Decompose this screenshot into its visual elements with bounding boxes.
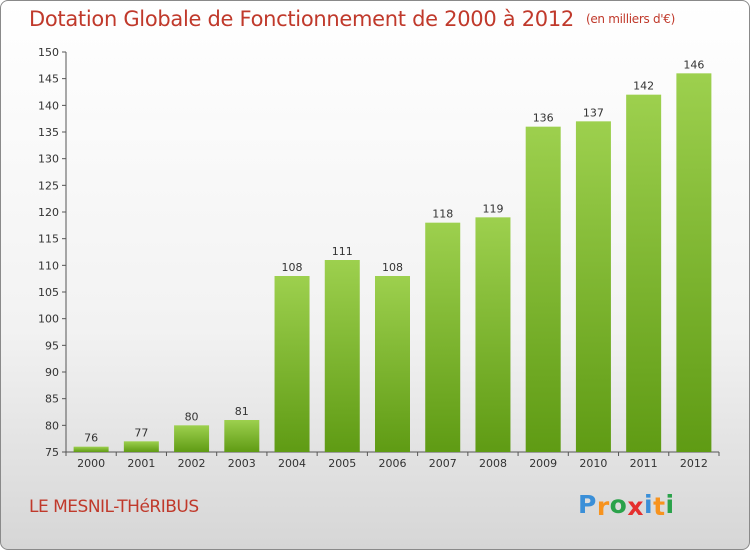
logo-letter: o <box>609 490 628 519</box>
bar-2002 <box>174 425 210 452</box>
x-tick-label-2000: 2000 <box>77 457 105 470</box>
y-tick-label: 75 <box>45 446 59 459</box>
x-tick-label-2009: 2009 <box>529 457 557 470</box>
value-label-2003: 81 <box>235 405 249 418</box>
y-tick-label: 135 <box>38 126 59 139</box>
y-tick-label: 150 <box>38 46 59 59</box>
logo-letter: t <box>653 492 666 521</box>
bar-2005 <box>324 260 360 452</box>
bar-2009 <box>525 126 561 453</box>
bar-2012 <box>676 73 712 452</box>
bar-2000 <box>73 446 109 452</box>
y-tick-label: 145 <box>38 73 59 86</box>
logo-letter: r <box>596 492 610 521</box>
bar-2001 <box>123 441 159 452</box>
y-tick-label: 90 <box>45 366 59 379</box>
y-tick-label: 110 <box>38 259 59 272</box>
chart-title-text: Dotation Globale de Fonctionnement de 20… <box>29 7 574 31</box>
bar-2006 <box>375 276 410 452</box>
value-label-2006: 108 <box>382 261 403 274</box>
y-tick-label: 105 <box>38 286 59 299</box>
chart-unit: (en milliers d'€) <box>585 12 675 26</box>
logo-letter: i <box>665 490 675 519</box>
proxiti-logo: Proxiti <box>578 490 675 521</box>
value-label-2005: 111 <box>332 245 353 258</box>
value-label-2010: 137 <box>583 106 604 119</box>
y-tick-label: 85 <box>45 393 59 406</box>
x-tick-label-2012: 2012 <box>680 457 708 470</box>
logo-letter: x <box>627 492 644 521</box>
value-label-2011: 142 <box>633 80 654 93</box>
y-tick-label: 130 <box>38 153 59 166</box>
x-tick-label-2002: 2002 <box>178 457 206 470</box>
x-tick-label-2003: 2003 <box>228 457 256 470</box>
bar-2011 <box>626 94 662 453</box>
y-tick-label: 125 <box>38 179 59 192</box>
x-tick-label-2006: 2006 <box>379 457 407 470</box>
y-tick-label: 140 <box>38 99 59 112</box>
value-label-2001: 77 <box>134 426 148 439</box>
y-tick-label: 120 <box>38 206 59 219</box>
value-label-2009: 136 <box>533 112 554 125</box>
x-tick-label-2004: 2004 <box>278 457 306 470</box>
x-tick-label-2007: 2007 <box>429 457 457 470</box>
value-label-2004: 108 <box>282 261 303 274</box>
bar-2004 <box>274 276 310 452</box>
value-label-2000: 76 <box>84 432 98 445</box>
commune-name: LE MESNIL-THéRIBUS <box>29 497 199 517</box>
bar-2010 <box>575 121 611 452</box>
chart-title: Dotation Globale de Fonctionnement de 20… <box>29 7 675 31</box>
value-label-2002: 80 <box>185 410 199 423</box>
bar-2003 <box>224 420 260 452</box>
x-tick-label-2005: 2005 <box>328 457 356 470</box>
x-tick-label-2010: 2010 <box>579 457 607 470</box>
bar-2007 <box>425 222 461 452</box>
value-label-2007: 118 <box>432 208 453 221</box>
y-tick-label: 115 <box>38 233 59 246</box>
y-tick-label: 80 <box>45 419 59 432</box>
logo-letter: P <box>578 490 597 519</box>
y-tick-label: 100 <box>38 313 59 326</box>
x-tick-label-2001: 2001 <box>127 457 155 470</box>
logo-letter: i <box>644 490 654 519</box>
x-tick-label-2011: 2011 <box>630 457 658 470</box>
x-tick-label-2008: 2008 <box>479 457 507 470</box>
value-label-2008: 119 <box>482 202 503 215</box>
bar-2008 <box>475 217 511 452</box>
y-tick-label: 95 <box>45 339 59 352</box>
value-label-2012: 146 <box>683 58 704 71</box>
